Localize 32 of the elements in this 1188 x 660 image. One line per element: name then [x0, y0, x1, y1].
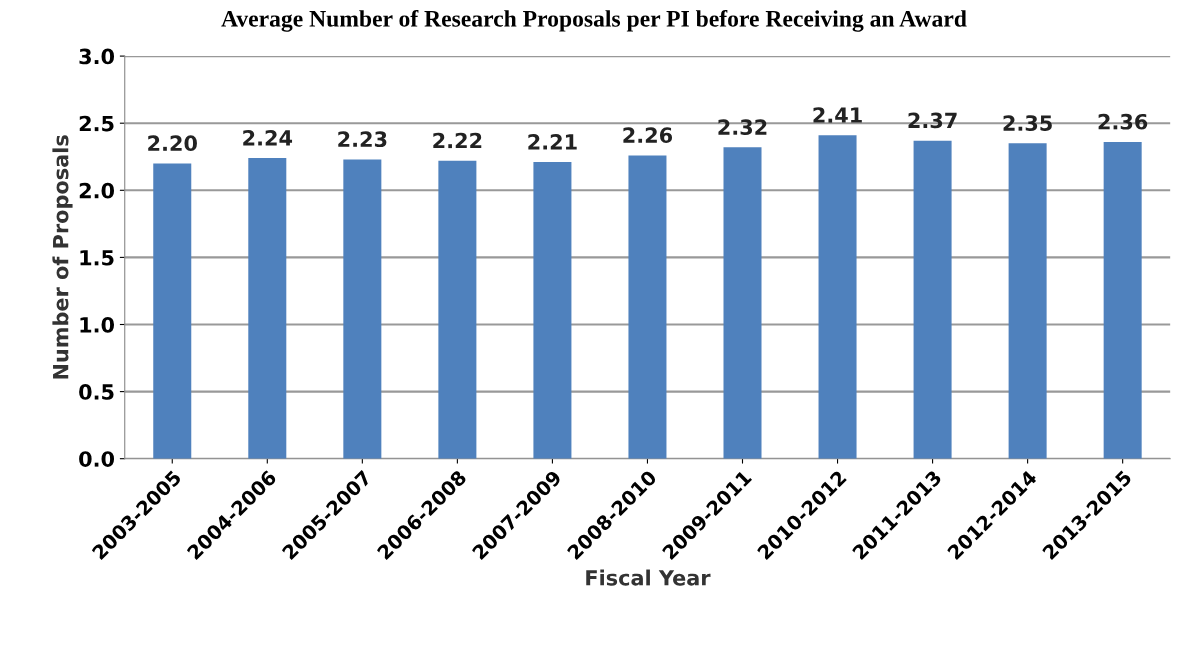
data-label: 2.20	[148, 135, 197, 152]
bar	[153, 163, 192, 459]
bar	[438, 160, 477, 459]
y-axis-title: Number of Proposals	[52, 135, 73, 379]
y-tick-label: 2.0	[79, 182, 115, 199]
chart-title: Average Number of Research Proposals per PI before Receiving an Award	[221, 9, 967, 32]
bar	[533, 162, 572, 459]
bar	[343, 159, 382, 459]
data-label: 2.26	[623, 127, 673, 144]
data-label: 2.23	[338, 131, 387, 148]
bar	[723, 147, 762, 459]
data-label: 2.24	[243, 129, 293, 146]
y-tick-label: 1.5	[80, 250, 114, 266]
data-label: 2.21	[528, 133, 577, 150]
data-label: 2.22	[433, 132, 482, 149]
data-label: 2.41	[813, 107, 862, 123]
x-axis-title: Fiscal Year	[586, 569, 711, 586]
bar	[1008, 143, 1047, 459]
y-tick-label: 0.5	[79, 384, 114, 400]
y-tick-label: 2.5	[79, 115, 114, 132]
y-tick-label: 0.0	[79, 451, 115, 467]
bar	[913, 140, 952, 459]
data-label: 2.32	[718, 119, 767, 135]
bar	[628, 155, 667, 459]
data-label: 2.36	[1098, 113, 1148, 130]
bar	[248, 158, 287, 459]
data-label: 2.37	[908, 112, 957, 129]
bar	[818, 135, 857, 459]
data-label: 2.35	[1003, 115, 1052, 131]
y-tick-label: 1.0	[80, 316, 115, 333]
y-tick-label: 3.0	[79, 48, 115, 65]
bar	[1103, 141, 1142, 459]
